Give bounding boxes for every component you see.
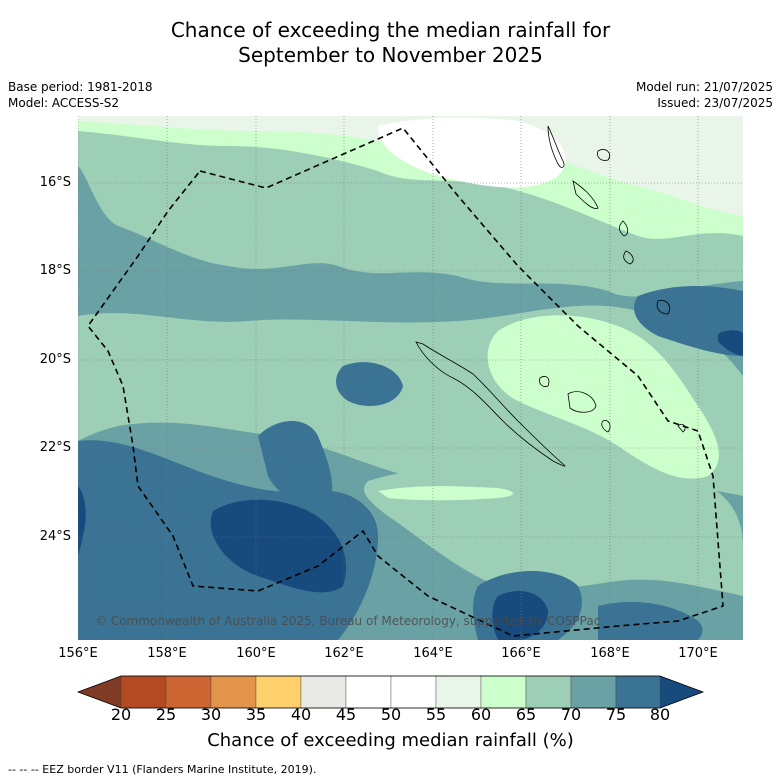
colorbar-segment-60-65 [480,675,527,709]
lat-label-24s: 24°S [39,529,71,544]
band-80-plus-e [718,330,743,356]
map-title: Chance of exceeding the median rainfall … [0,18,781,68]
rainfall-map [78,116,743,640]
band-80-plus-s [492,591,548,640]
loyalty-islands [539,376,611,433]
colorbar-segment-30-35 [210,675,257,709]
model-name: Model: ACCESS-S2 [8,96,120,110]
colorbar-segment-25-30 [165,675,212,709]
colorbar-segment-35-40 [255,675,302,709]
colorbar-segment-50-55 [390,675,437,709]
copyright-notice: © Commonwealth of Australia 2025, Bureau… [95,614,601,628]
lon-label-170e: 170°E [678,646,718,661]
meta-left: Base period: 1981-2018 Model: ACCESS-S2 [8,79,153,111]
cb-tick-70: 70 [560,705,582,724]
band-75-80-central [258,421,333,509]
lat-label-16s: 16°S [39,175,71,190]
colorbar-outline [76,675,705,709]
cb-tick-75: 75 [605,705,627,724]
cb-tick-80: 80 [649,705,671,724]
band-60-65-central [487,315,719,479]
band-75-80-se [598,601,703,640]
band-75-80-east [634,286,743,356]
band-75-80-small [336,362,403,406]
map-svg [78,116,743,640]
cb-tick-50: 50 [380,705,402,724]
band-80-plus-sw [210,499,347,593]
model-run: Model run: 21/07/2025 [635,80,773,94]
lon-label-158e: 158°E [147,646,187,661]
band-60-65-south [378,486,513,501]
cb-tick-55: 55 [425,705,447,724]
lon-label-166e: 166°E [501,646,541,661]
cb-tick-65: 65 [515,705,537,724]
band-55-60-north [78,116,743,216]
colorbar-segment-45-50 [345,675,392,709]
colorbar-high-arrow [660,676,703,708]
lon-label-162e: 162°E [324,646,364,661]
lon-label-164e: 164°E [413,646,453,661]
colorbar-label: Chance of exceeding median rainfall (%) [207,730,574,751]
title-line-2: September to November 2025 [238,43,543,67]
eez-border [86,127,724,637]
eez-footnote: -- -- -- EEZ border V11 (Flanders Marine… [8,763,317,776]
colorbar-segment-20-25 [120,675,167,709]
lon-label-160e: 160°E [236,646,276,661]
colorbar-segment-75-80 [615,675,661,709]
colorbar-segment-55-60 [435,675,482,709]
cb-tick-30: 30 [200,705,222,724]
lon-label-156e: 156°E [58,646,98,661]
cb-tick-20: 20 [110,705,132,724]
title-line-1: Chance of exceeding the median rainfall … [170,18,611,42]
vanuatu-islands [547,125,686,433]
graticule [78,116,743,640]
lat-label-22s: 22°S [39,440,71,455]
cb-tick-45: 45 [335,705,357,724]
lon-label-168e: 168°E [590,646,630,661]
cb-tick-25: 25 [155,705,177,724]
colorbar-segment-70-75 [570,675,617,709]
band-80-plus-w [78,486,86,556]
colorbar-low-arrow [78,676,121,708]
new-caledonia-island [415,341,566,467]
band-45-55-north [378,117,566,188]
lat-label-18s: 18°S [39,263,71,278]
colorbar-segment-65-70 [525,675,572,709]
colorbar-segment-40-45 [300,675,347,709]
cb-tick-60: 60 [470,705,492,724]
base-period: Base period: 1981-2018 [8,80,153,94]
meta-right: Model run: 21/07/2025 Issued: 23/07/2025 [636,79,773,111]
issued-date: Issued: 23/07/2025 [657,96,773,110]
lat-label-20s: 20°S [39,352,71,367]
cb-tick-35: 35 [245,705,267,724]
cb-tick-40: 40 [290,705,312,724]
